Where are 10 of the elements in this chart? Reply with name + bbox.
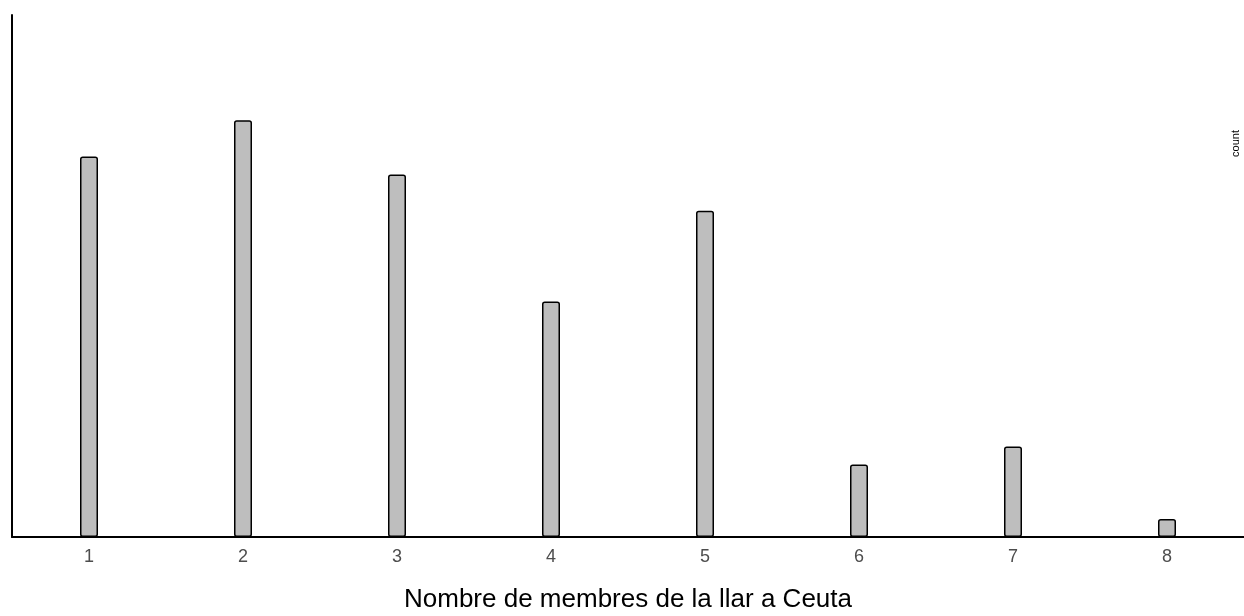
y-axis-title: count — [1228, 129, 1241, 157]
x-tick-label: 1 — [83, 546, 95, 566]
x-tick-label: 8 — [1161, 546, 1173, 566]
x-tick-label: 7 — [1007, 546, 1019, 566]
x-tick-label: 6 — [853, 546, 865, 566]
x-tick-label: 4 — [545, 546, 557, 566]
x-axis-title: Nombre de membres de la llar a Ceuta — [404, 583, 853, 613]
x-tick-label: 3 — [391, 546, 403, 566]
x-tick-label: 5 — [699, 546, 711, 566]
x-tick-label: 2 — [237, 546, 249, 566]
